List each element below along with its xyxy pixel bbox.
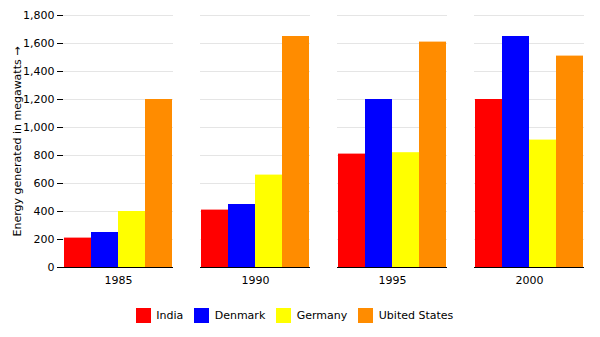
svg-text:800: 800: [34, 149, 55, 162]
svg-text:400: 400: [34, 205, 55, 218]
svg-text:1990: 1990: [242, 274, 270, 287]
svg-text:Energy generated in megawatts: Energy generated in megawatts →: [11, 47, 24, 237]
html-text:Ubited States: Ubited States: [378, 309, 454, 322]
svg-text:1,800: 1,800: [23, 9, 55, 22]
svg-text:600: 600: [34, 177, 55, 190]
svg-text:2000: 2000: [516, 274, 544, 287]
svg-text:1,200: 1,200: [23, 93, 55, 106]
svg-text:1,400: 1,400: [23, 65, 55, 78]
svg-text:1995: 1995: [379, 274, 407, 287]
html-text:Denmark: Denmark: [214, 309, 266, 322]
svg-text:1985: 1985: [105, 274, 133, 287]
svg-text:200: 200: [34, 233, 55, 246]
html-text:India: India: [156, 309, 184, 322]
svg-text:0: 0: [48, 261, 55, 274]
svg-text:1,600: 1,600: [23, 37, 55, 50]
svg-text:1,000: 1,000: [23, 121, 55, 134]
html-text:Germany: Germany: [296, 309, 348, 322]
